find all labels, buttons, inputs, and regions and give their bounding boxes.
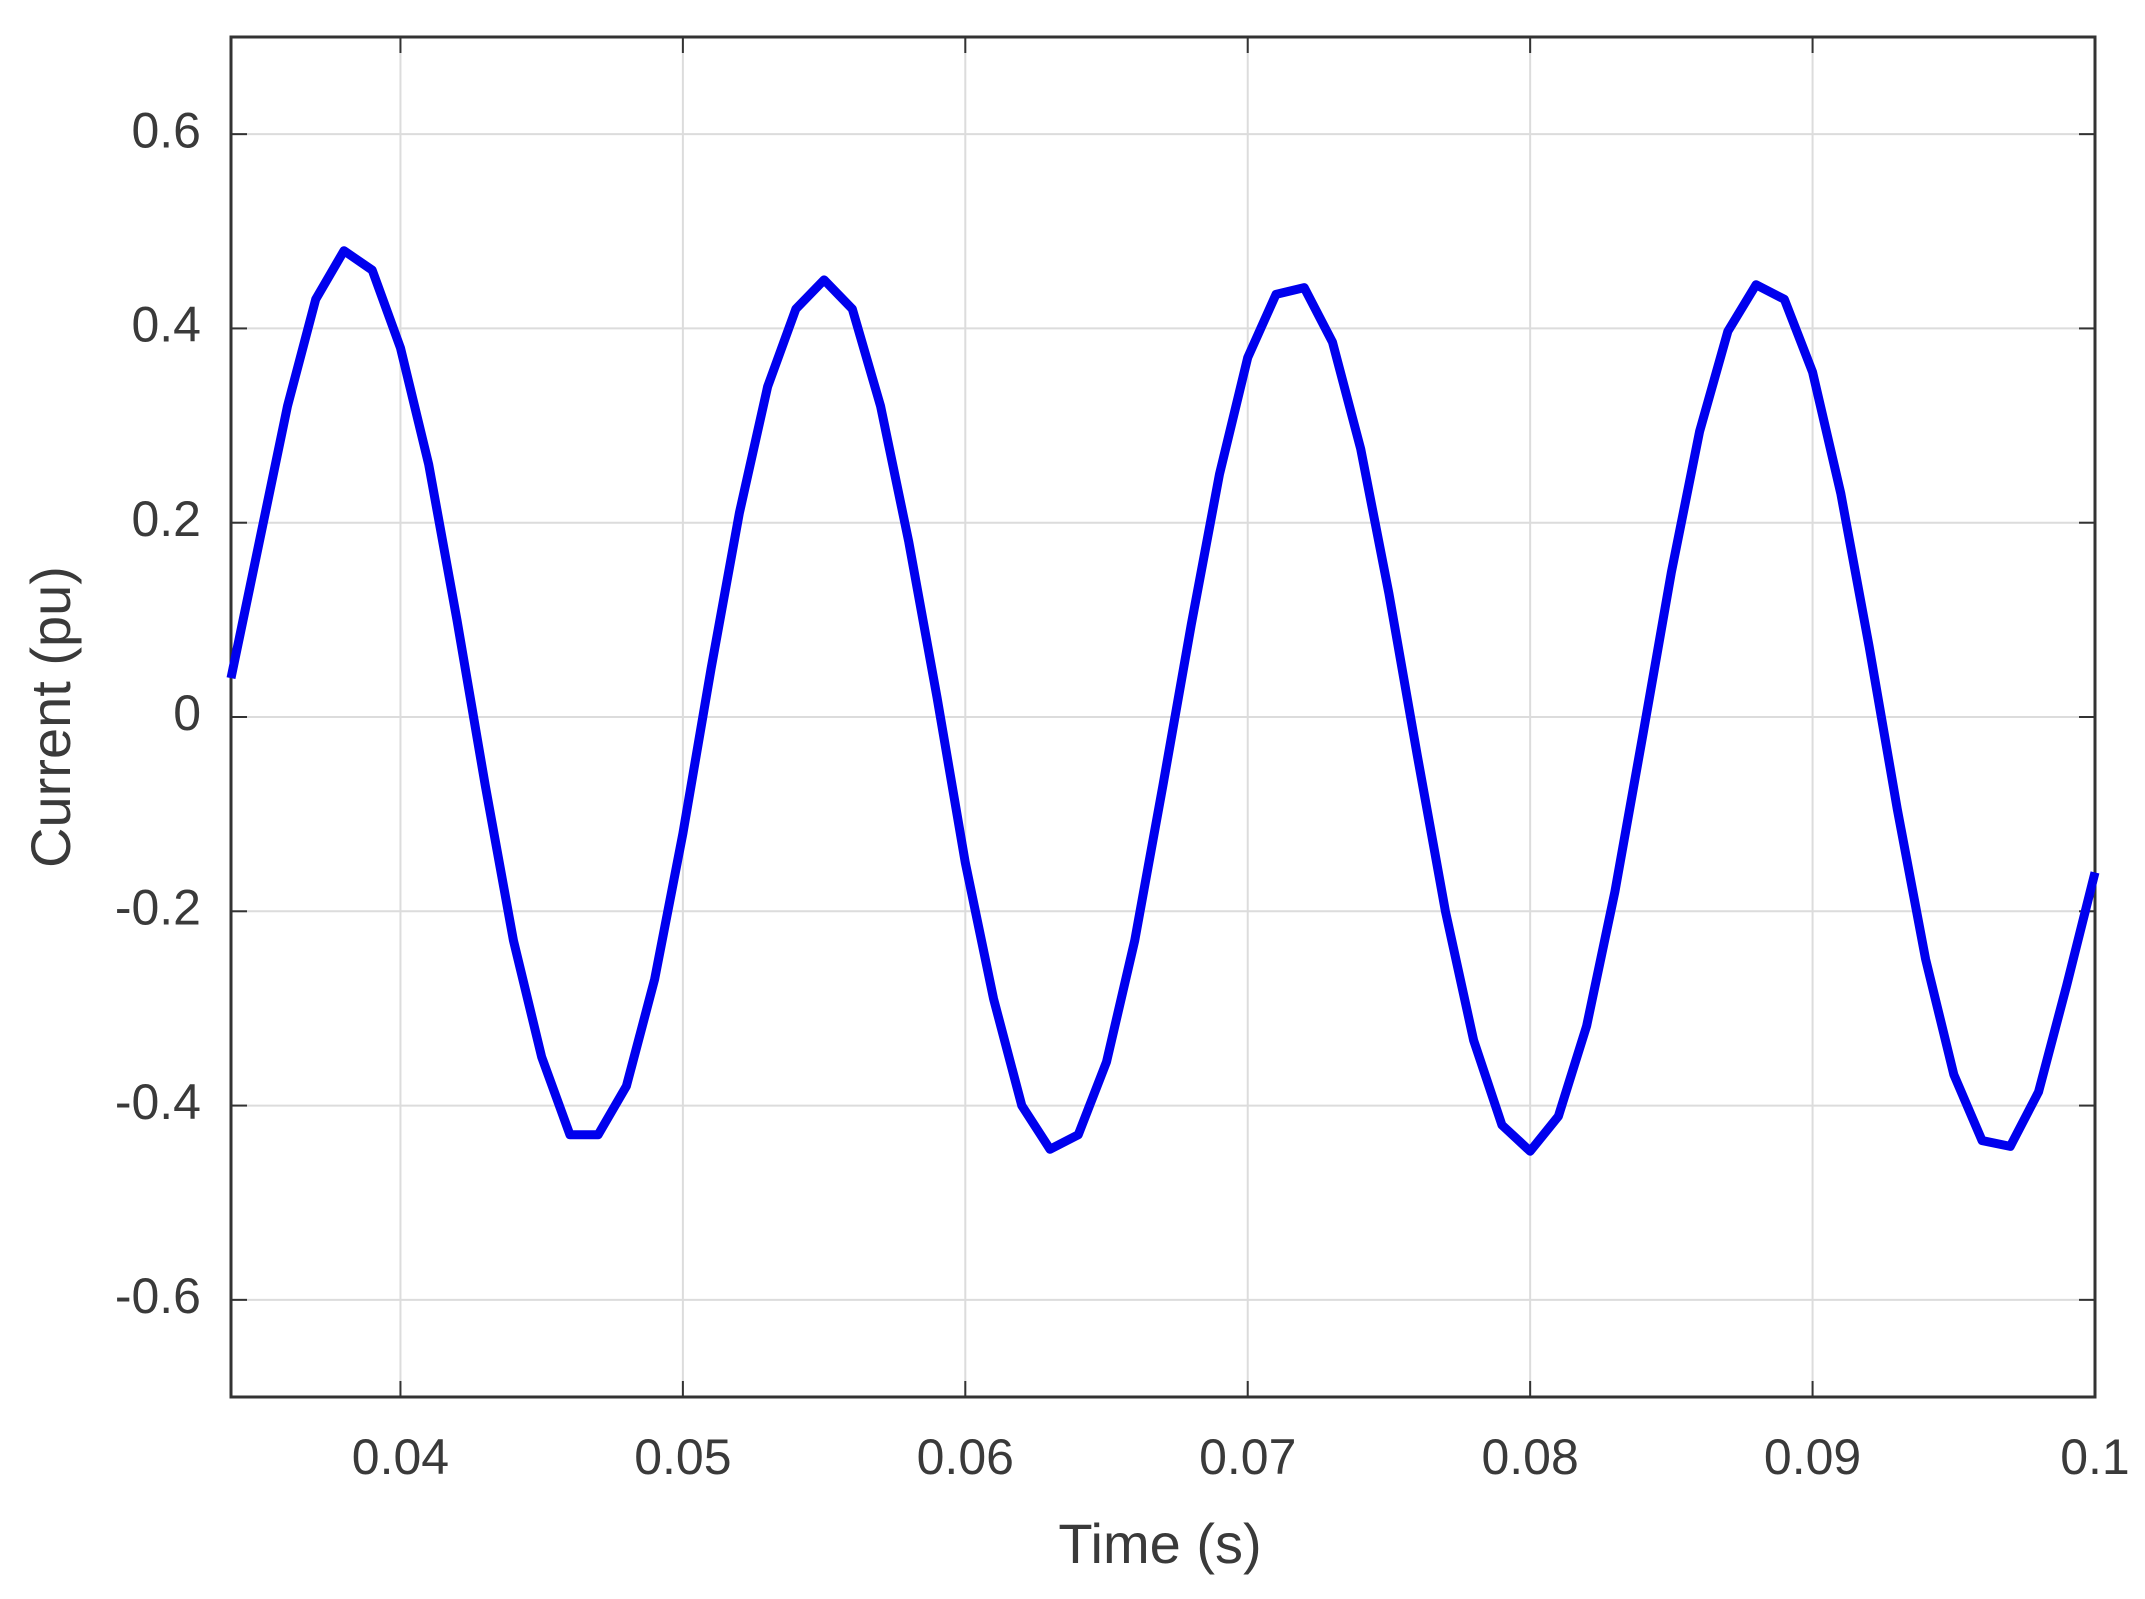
x-tick-label: 0.06 xyxy=(917,1429,1014,1485)
y-tick-label: -0.2 xyxy=(115,879,201,935)
y-tick-label: 0 xyxy=(173,685,201,741)
y-axis-label: Current (pu) xyxy=(19,566,82,868)
plot-frame xyxy=(229,35,2097,1399)
x-axis-label: Time (s) xyxy=(1058,1512,1261,1575)
x-tick-label: 0.07 xyxy=(1199,1429,1296,1485)
y-tick-label: 0.6 xyxy=(131,102,201,158)
x-tick-label: 0.04 xyxy=(352,1429,449,1485)
y-tick-label: 0.4 xyxy=(131,297,201,353)
y-tick-label: 0.2 xyxy=(131,491,201,547)
y-tick-label: -0.6 xyxy=(115,1268,201,1324)
x-tick-label: 0.09 xyxy=(1764,1429,1861,1485)
x-tick-label: 0.08 xyxy=(1481,1429,1578,1485)
y-tick-label: -0.4 xyxy=(115,1074,201,1130)
x-tick-label: 0.1 xyxy=(2060,1429,2130,1485)
x-tick-label: 0.05 xyxy=(634,1429,731,1485)
line-series xyxy=(226,246,2100,1156)
